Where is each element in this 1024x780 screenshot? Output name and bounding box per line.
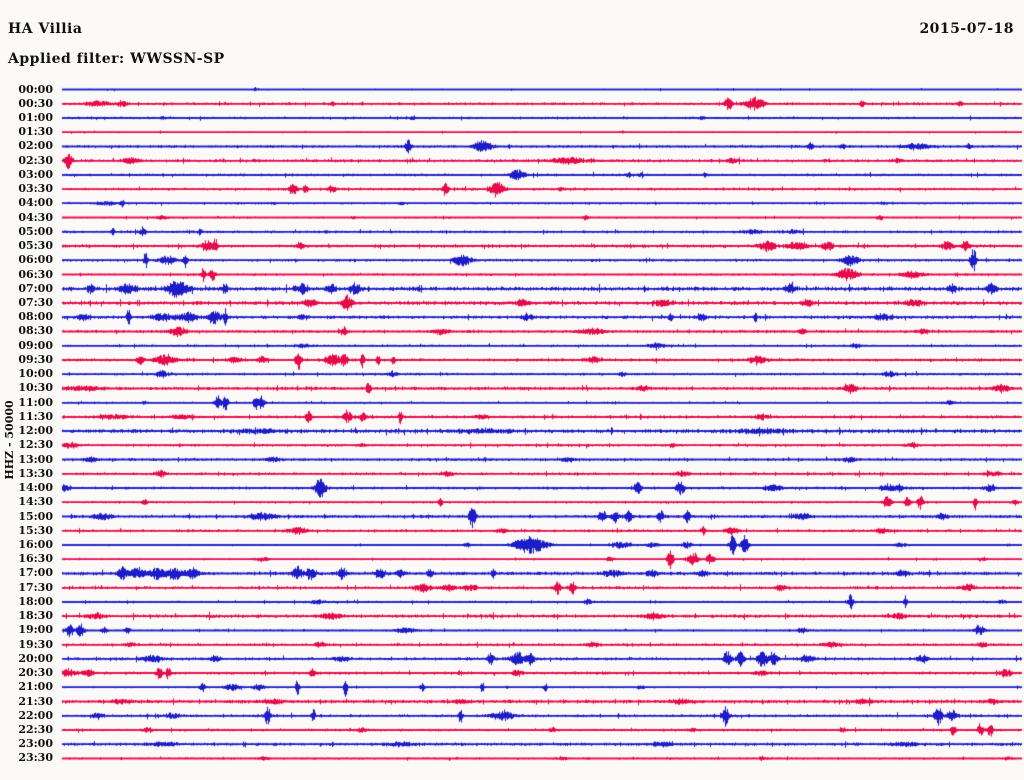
time-label: 11:00 <box>18 395 53 409</box>
time-label: 18:30 <box>18 609 53 623</box>
time-label: 06:00 <box>18 253 53 267</box>
time-label: 13:00 <box>18 452 53 466</box>
time-label: 03:30 <box>18 182 53 196</box>
time-label: 07:30 <box>18 296 53 309</box>
time-label: 10:00 <box>18 367 53 381</box>
time-label: 21:30 <box>18 694 53 708</box>
time-label: 19:30 <box>18 637 53 651</box>
time-label: 16:00 <box>18 537 53 551</box>
station-name: HA Villia <box>8 21 83 37</box>
time-label: 03:00 <box>18 167 53 181</box>
time-label: 05:30 <box>18 239 53 253</box>
time-label: 09:00 <box>18 338 53 352</box>
time-label: 08:30 <box>18 324 53 338</box>
time-label: 04:30 <box>18 210 53 224</box>
time-label: 10:30 <box>18 381 53 395</box>
time-label: 15:00 <box>18 509 53 523</box>
time-label: 01:00 <box>18 110 53 124</box>
time-label: 21:00 <box>18 680 53 694</box>
time-label: 05:00 <box>18 224 53 238</box>
date-label: 2015-07-18 <box>919 21 1014 37</box>
time-label: 19:00 <box>18 623 53 637</box>
time-axis: 00:00 00:30 01:00 01:30 02:00 02:30 03:00 03:30… <box>0 0 57 780</box>
time-label: 07:00 <box>18 281 53 295</box>
time-label: 22:00 <box>18 708 53 722</box>
time-label: 16:30 <box>18 552 53 566</box>
time-label: 23:00 <box>18 737 53 751</box>
time-label: 14:00 <box>18 481 53 495</box>
time-label: 09:30 <box>18 352 53 366</box>
time-label: 12:00 <box>18 424 53 438</box>
time-label: 02:30 <box>18 153 53 167</box>
time-label: 22:30 <box>18 723 53 737</box>
filter-label: Applied filter: WWSSN-SP <box>8 51 225 67</box>
time-label: 11:30 <box>18 409 53 423</box>
time-label: 20:30 <box>18 666 53 680</box>
time-label: 04:00 <box>18 196 53 210</box>
time-label: 01:30 <box>18 125 53 139</box>
time-label: 12:30 <box>18 438 53 452</box>
time-label: 02:00 <box>18 139 53 153</box>
time-label: 17:00 <box>18 566 53 580</box>
time-label: 15:30 <box>18 523 53 537</box>
time-label: 06:30 <box>18 267 53 281</box>
time-label: 08:00 <box>18 310 53 324</box>
time-label: 20:00 <box>18 651 53 665</box>
time-label: 00:30 <box>18 96 53 110</box>
time-label: 18:00 <box>18 594 53 608</box>
time-label: 00:00 <box>18 82 53 96</box>
time-label: 17:30 <box>18 580 53 594</box>
time-label: 23:30 <box>18 751 53 765</box>
time-label: 14:30 <box>18 495 53 509</box>
time-label: 13:30 <box>18 466 53 480</box>
